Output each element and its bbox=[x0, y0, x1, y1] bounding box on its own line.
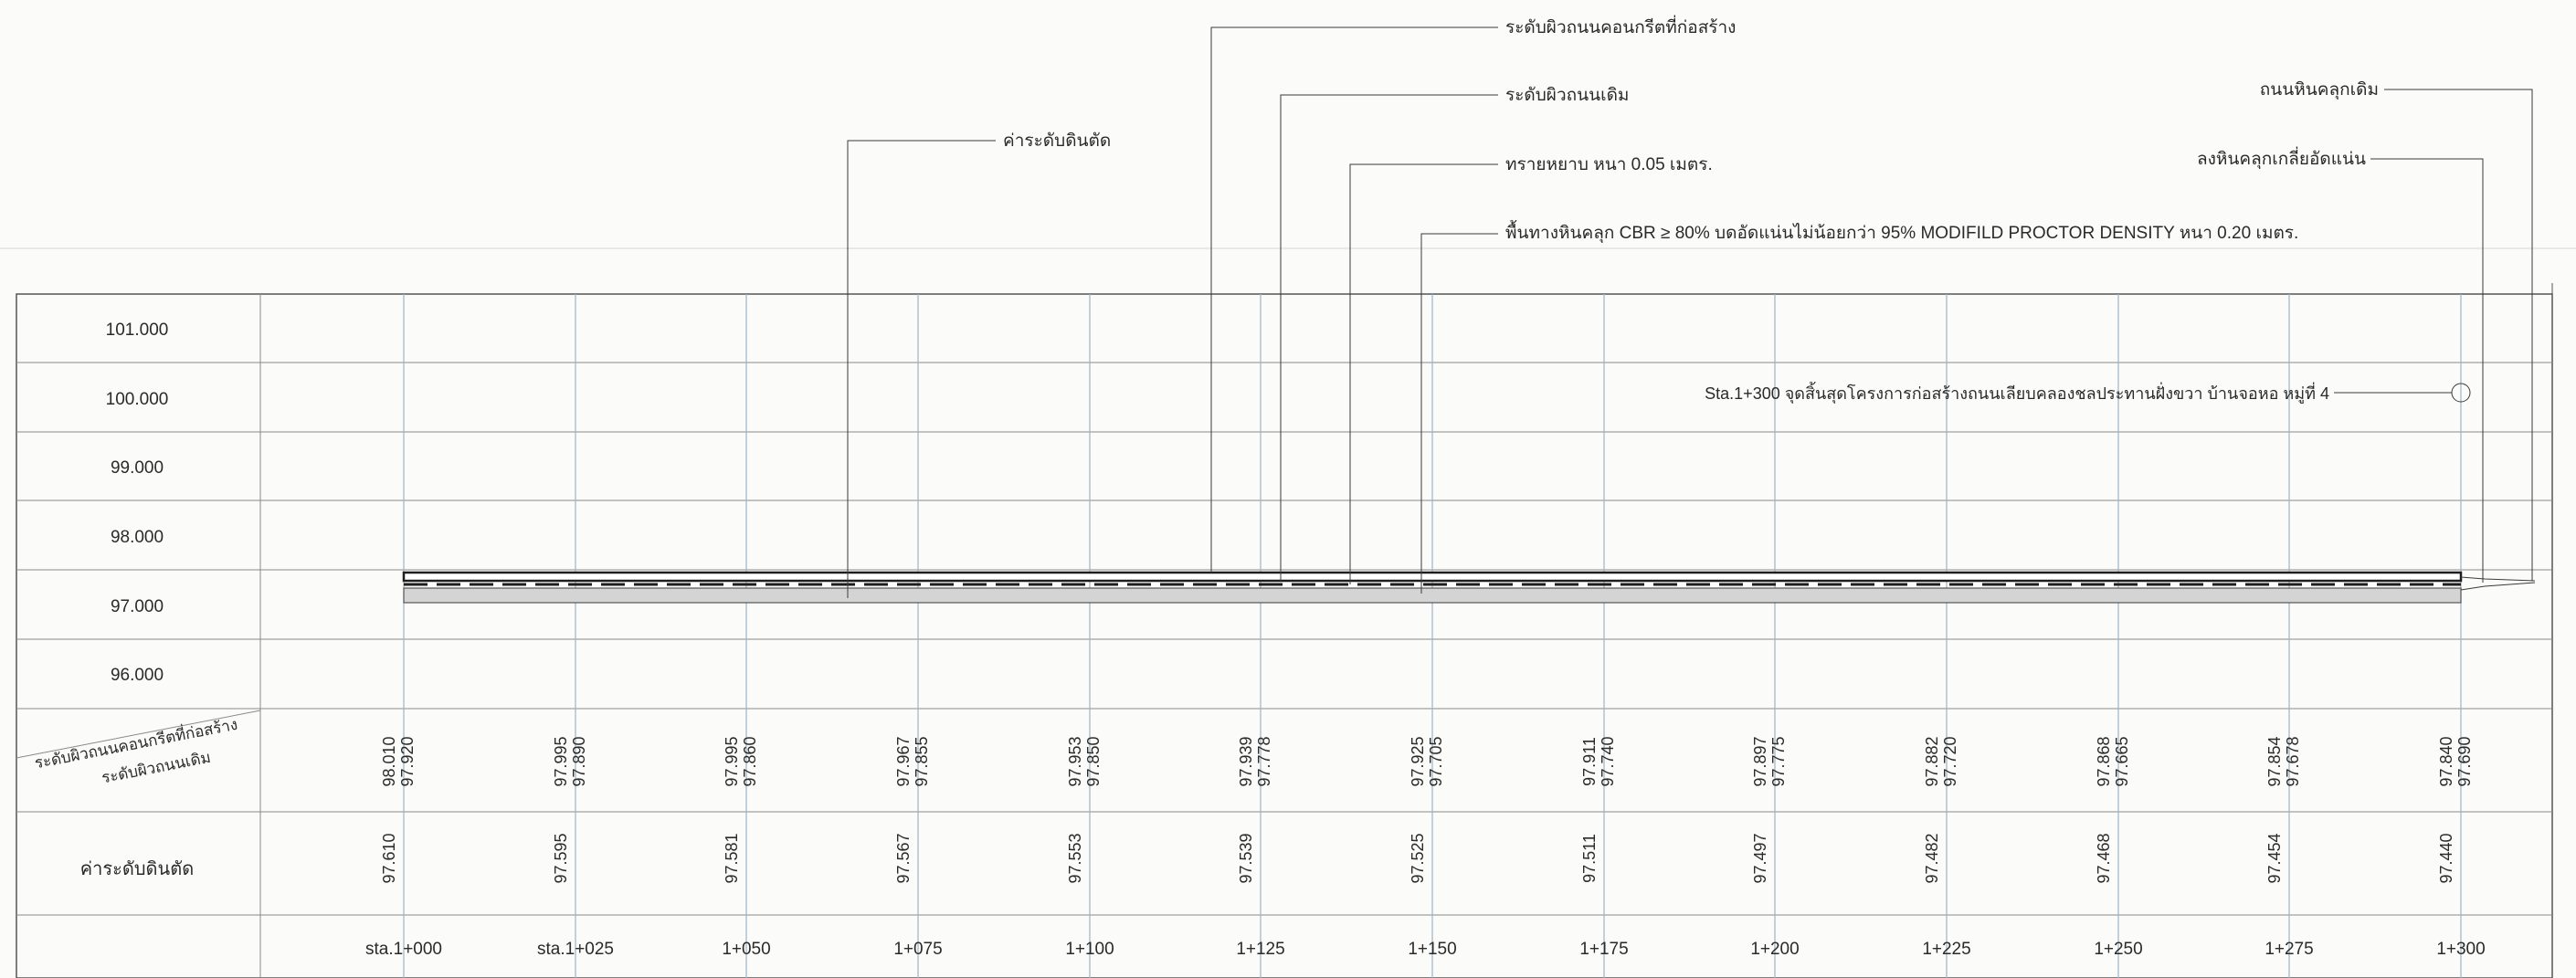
existing-level-value: 97.690 bbox=[2455, 736, 2474, 786]
annotation-end-note: Sta.1+300 จุดสิ้นสุดโครงการก่อสร้างถนนเล… bbox=[1705, 382, 2329, 404]
concrete-slab-layer bbox=[402, 571, 2463, 583]
annotation-compacted-crushed-rock: ลงหินคลุกเกลี่ยอัดแน่น bbox=[2197, 146, 2366, 170]
cut-level-value: 97.511 bbox=[1580, 834, 1599, 883]
existing-level-value: 97.775 bbox=[1769, 736, 1788, 786]
concrete-level-value: 97.939 bbox=[1237, 736, 1255, 786]
table-row-titles: ระดับผิวถนนคอนกรีตที่ก่อสร้าง ระดับผิวถน… bbox=[16, 710, 261, 879]
elevation-grid bbox=[16, 362, 2552, 916]
existing-level-value: 97.705 bbox=[1427, 736, 1445, 786]
cut-level-value: 97.497 bbox=[1751, 833, 1769, 883]
existing-level-value: 97.860 bbox=[741, 736, 759, 786]
cut-level-value: 97.440 bbox=[2437, 833, 2455, 883]
concrete-level-value: 97.995 bbox=[552, 736, 570, 786]
leader-compacted-crushed-rock bbox=[2370, 158, 2484, 583]
annotation-cut-level: ค่าระดับดินตัด bbox=[1003, 131, 1111, 151]
annotation-base: พื้นทางหินคลุก CBR ≥ 80% บดอัดแน่นไม่น้อ… bbox=[1505, 220, 2298, 244]
station-label: 1+250 bbox=[2094, 940, 2142, 959]
station-label: 1+200 bbox=[1750, 940, 1799, 959]
station-label: 1+150 bbox=[1408, 940, 1456, 959]
cut-level-value: 97.454 bbox=[2265, 833, 2284, 883]
elevation-label: 101.000 bbox=[106, 321, 169, 340]
existing-level-value: 97.855 bbox=[913, 736, 931, 786]
existing-level-value: 97.778 bbox=[1255, 736, 1273, 786]
elevation-label: 96.000 bbox=[111, 666, 164, 685]
station-label: 1+075 bbox=[893, 940, 942, 959]
concrete-level-value: 97.953 bbox=[1066, 736, 1084, 786]
elevation-label: 97.000 bbox=[111, 597, 164, 616]
existing-level-value: 97.850 bbox=[1084, 736, 1103, 786]
existing-level-value: 97.678 bbox=[2284, 736, 2302, 786]
compacted-rock-taper bbox=[2460, 582, 2536, 591]
concrete-level-value: 97.882 bbox=[1923, 736, 1941, 786]
station-label: sta.1+000 bbox=[365, 940, 442, 959]
station-label: 1+050 bbox=[722, 940, 770, 959]
existing-level-value: 97.740 bbox=[1599, 736, 1617, 786]
cut-level-value: 97.553 bbox=[1066, 833, 1084, 883]
station-label: 1+175 bbox=[1579, 940, 1628, 959]
crushed-rock-base-layer bbox=[403, 587, 2462, 604]
cut-level-value: 97.581 bbox=[723, 833, 741, 883]
annotation-existing-level: ระดับผิวถนนเดิม bbox=[1505, 86, 1629, 105]
station-label: 1+125 bbox=[1236, 940, 1284, 959]
station-label: 1+100 bbox=[1065, 940, 1114, 959]
cut-level-value: 97.539 bbox=[1237, 833, 1255, 883]
station-label: 1+225 bbox=[1922, 940, 1970, 959]
leader-cut-level bbox=[847, 140, 996, 598]
concrete-level-value: 97.995 bbox=[723, 736, 741, 786]
cut-level-value: 97.610 bbox=[380, 833, 398, 883]
leader-concrete-level bbox=[1210, 26, 1498, 573]
end-station-marker-icon bbox=[2451, 383, 2471, 403]
elevation-label: 100.000 bbox=[106, 390, 169, 409]
existing-level-value: 97.720 bbox=[1941, 736, 1959, 786]
annotation-sand: ทรายหยาบ หนา 0.05 เมตร. bbox=[1505, 155, 1713, 174]
elevation-label: 99.000 bbox=[111, 458, 164, 478]
leader-existing-level bbox=[1280, 94, 1498, 581]
concrete-level-value: 97.868 bbox=[2095, 736, 2113, 786]
cut-level-value: 97.468 bbox=[2095, 833, 2113, 883]
station-lines bbox=[403, 294, 2462, 978]
leader-lines bbox=[847, 26, 2533, 598]
existing-crushed-rock-taper bbox=[2460, 576, 2536, 582]
concrete-level-value: 97.967 bbox=[894, 736, 913, 786]
station-label: sta.1+025 bbox=[537, 940, 614, 959]
row-title-cut-level: ค่าระดับดินตัด bbox=[80, 859, 194, 879]
annotations: ระดับผิวถนนคอนกรีตที่ก่อสร้าง ระดับผิวถน… bbox=[1003, 15, 2379, 404]
elevation-label: 98.000 bbox=[111, 528, 164, 547]
station-label: 1+275 bbox=[2265, 940, 2313, 959]
road-profile bbox=[402, 571, 2536, 604]
concrete-level-value: 98.010 bbox=[380, 736, 398, 786]
concrete-level-value: 97.911 bbox=[1580, 737, 1599, 786]
cut-level-value: 97.595 bbox=[552, 833, 570, 883]
annotation-existing-crushed-rock: ถนนหินคลุกเดิม bbox=[2260, 80, 2379, 100]
cut-level-value: 97.482 bbox=[1923, 833, 1941, 883]
leader-existing-crushed-rock bbox=[2384, 89, 2533, 581]
station-label: 1+300 bbox=[2436, 940, 2485, 959]
concrete-level-value: 97.840 bbox=[2437, 736, 2455, 786]
annotation-concrete-level: ระดับผิวถนนคอนกรีตที่ก่อสร้าง bbox=[1505, 15, 1736, 37]
concrete-level-value: 97.897 bbox=[1751, 736, 1769, 786]
existing-level-value: 97.890 bbox=[570, 736, 588, 786]
leader-base bbox=[1420, 233, 1498, 594]
cut-level-value: 97.525 bbox=[1409, 833, 1427, 883]
leader-sand bbox=[1349, 163, 1498, 584]
elevation-labels: 101.000 100.000 99.000 98.000 97.000 96.… bbox=[106, 321, 169, 685]
concrete-level-value: 97.854 bbox=[2265, 736, 2284, 786]
cut-level-value: 97.567 bbox=[894, 833, 913, 883]
existing-level-value: 97.920 bbox=[398, 736, 417, 786]
existing-level-value: 97.665 bbox=[2113, 736, 2131, 786]
row-title-diagonal bbox=[16, 710, 261, 759]
concrete-level-value: 97.925 bbox=[1409, 736, 1427, 786]
